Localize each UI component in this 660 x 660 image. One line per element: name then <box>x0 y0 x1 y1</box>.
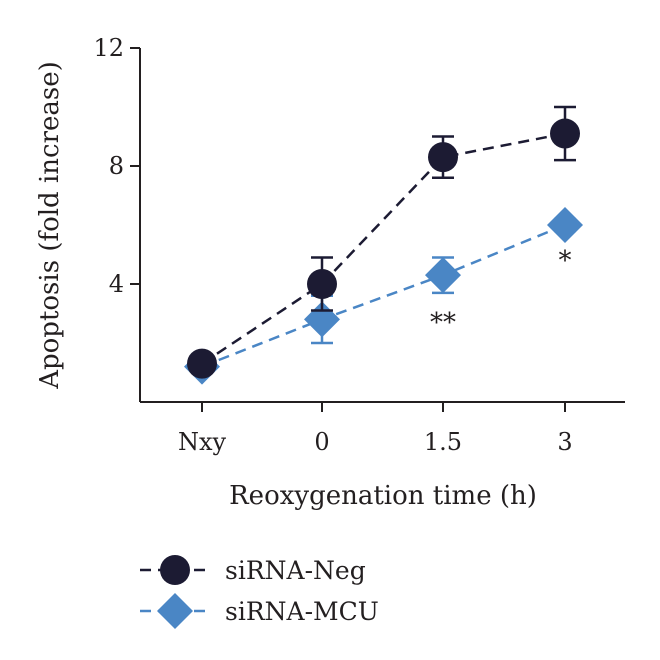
significance-label: * <box>559 246 572 276</box>
x-tick-label: 3 <box>557 428 572 456</box>
y-tick-label: 4 <box>109 270 124 298</box>
x-tick-label: 1.5 <box>424 428 462 456</box>
legend-marker <box>160 555 190 585</box>
x-axis-title: Reoxygenation time (h) <box>229 481 537 511</box>
chart: 4812Nxy 0 1.5 3 *** Reoxygenation time (h) … <box>0 0 660 660</box>
legend-item-siRNA-Neg: siRNA-Neg <box>140 555 366 585</box>
series-siRNA-MCU <box>184 207 583 385</box>
data-point <box>550 119 580 149</box>
data-point <box>187 349 217 379</box>
y-axis-title: Apoptosis (fold increase) <box>35 61 65 390</box>
legend: siRNA-Neg siRNA-MCU <box>140 555 379 629</box>
data-point <box>428 142 458 172</box>
data-point <box>425 257 461 293</box>
legend-marker <box>157 593 193 629</box>
y-tick-label: 8 <box>109 152 124 180</box>
significance-label: ** <box>430 308 456 338</box>
data-point <box>547 207 583 243</box>
y-tick-label: 12 <box>93 34 124 62</box>
x-tick-label: 0 <box>314 428 329 456</box>
legend-item-siRNA-MCU: siRNA-MCU <box>140 593 379 629</box>
legend-label: siRNA-MCU <box>225 597 379 626</box>
axes: 4 8 12 Nxy 0 1.5 3 <box>93 34 625 456</box>
x-tick-label: Nxy <box>178 428 227 456</box>
data-point <box>307 269 337 299</box>
series-layer <box>184 107 583 385</box>
series-line <box>202 225 565 367</box>
legend-label: siRNA-Neg <box>225 556 366 585</box>
